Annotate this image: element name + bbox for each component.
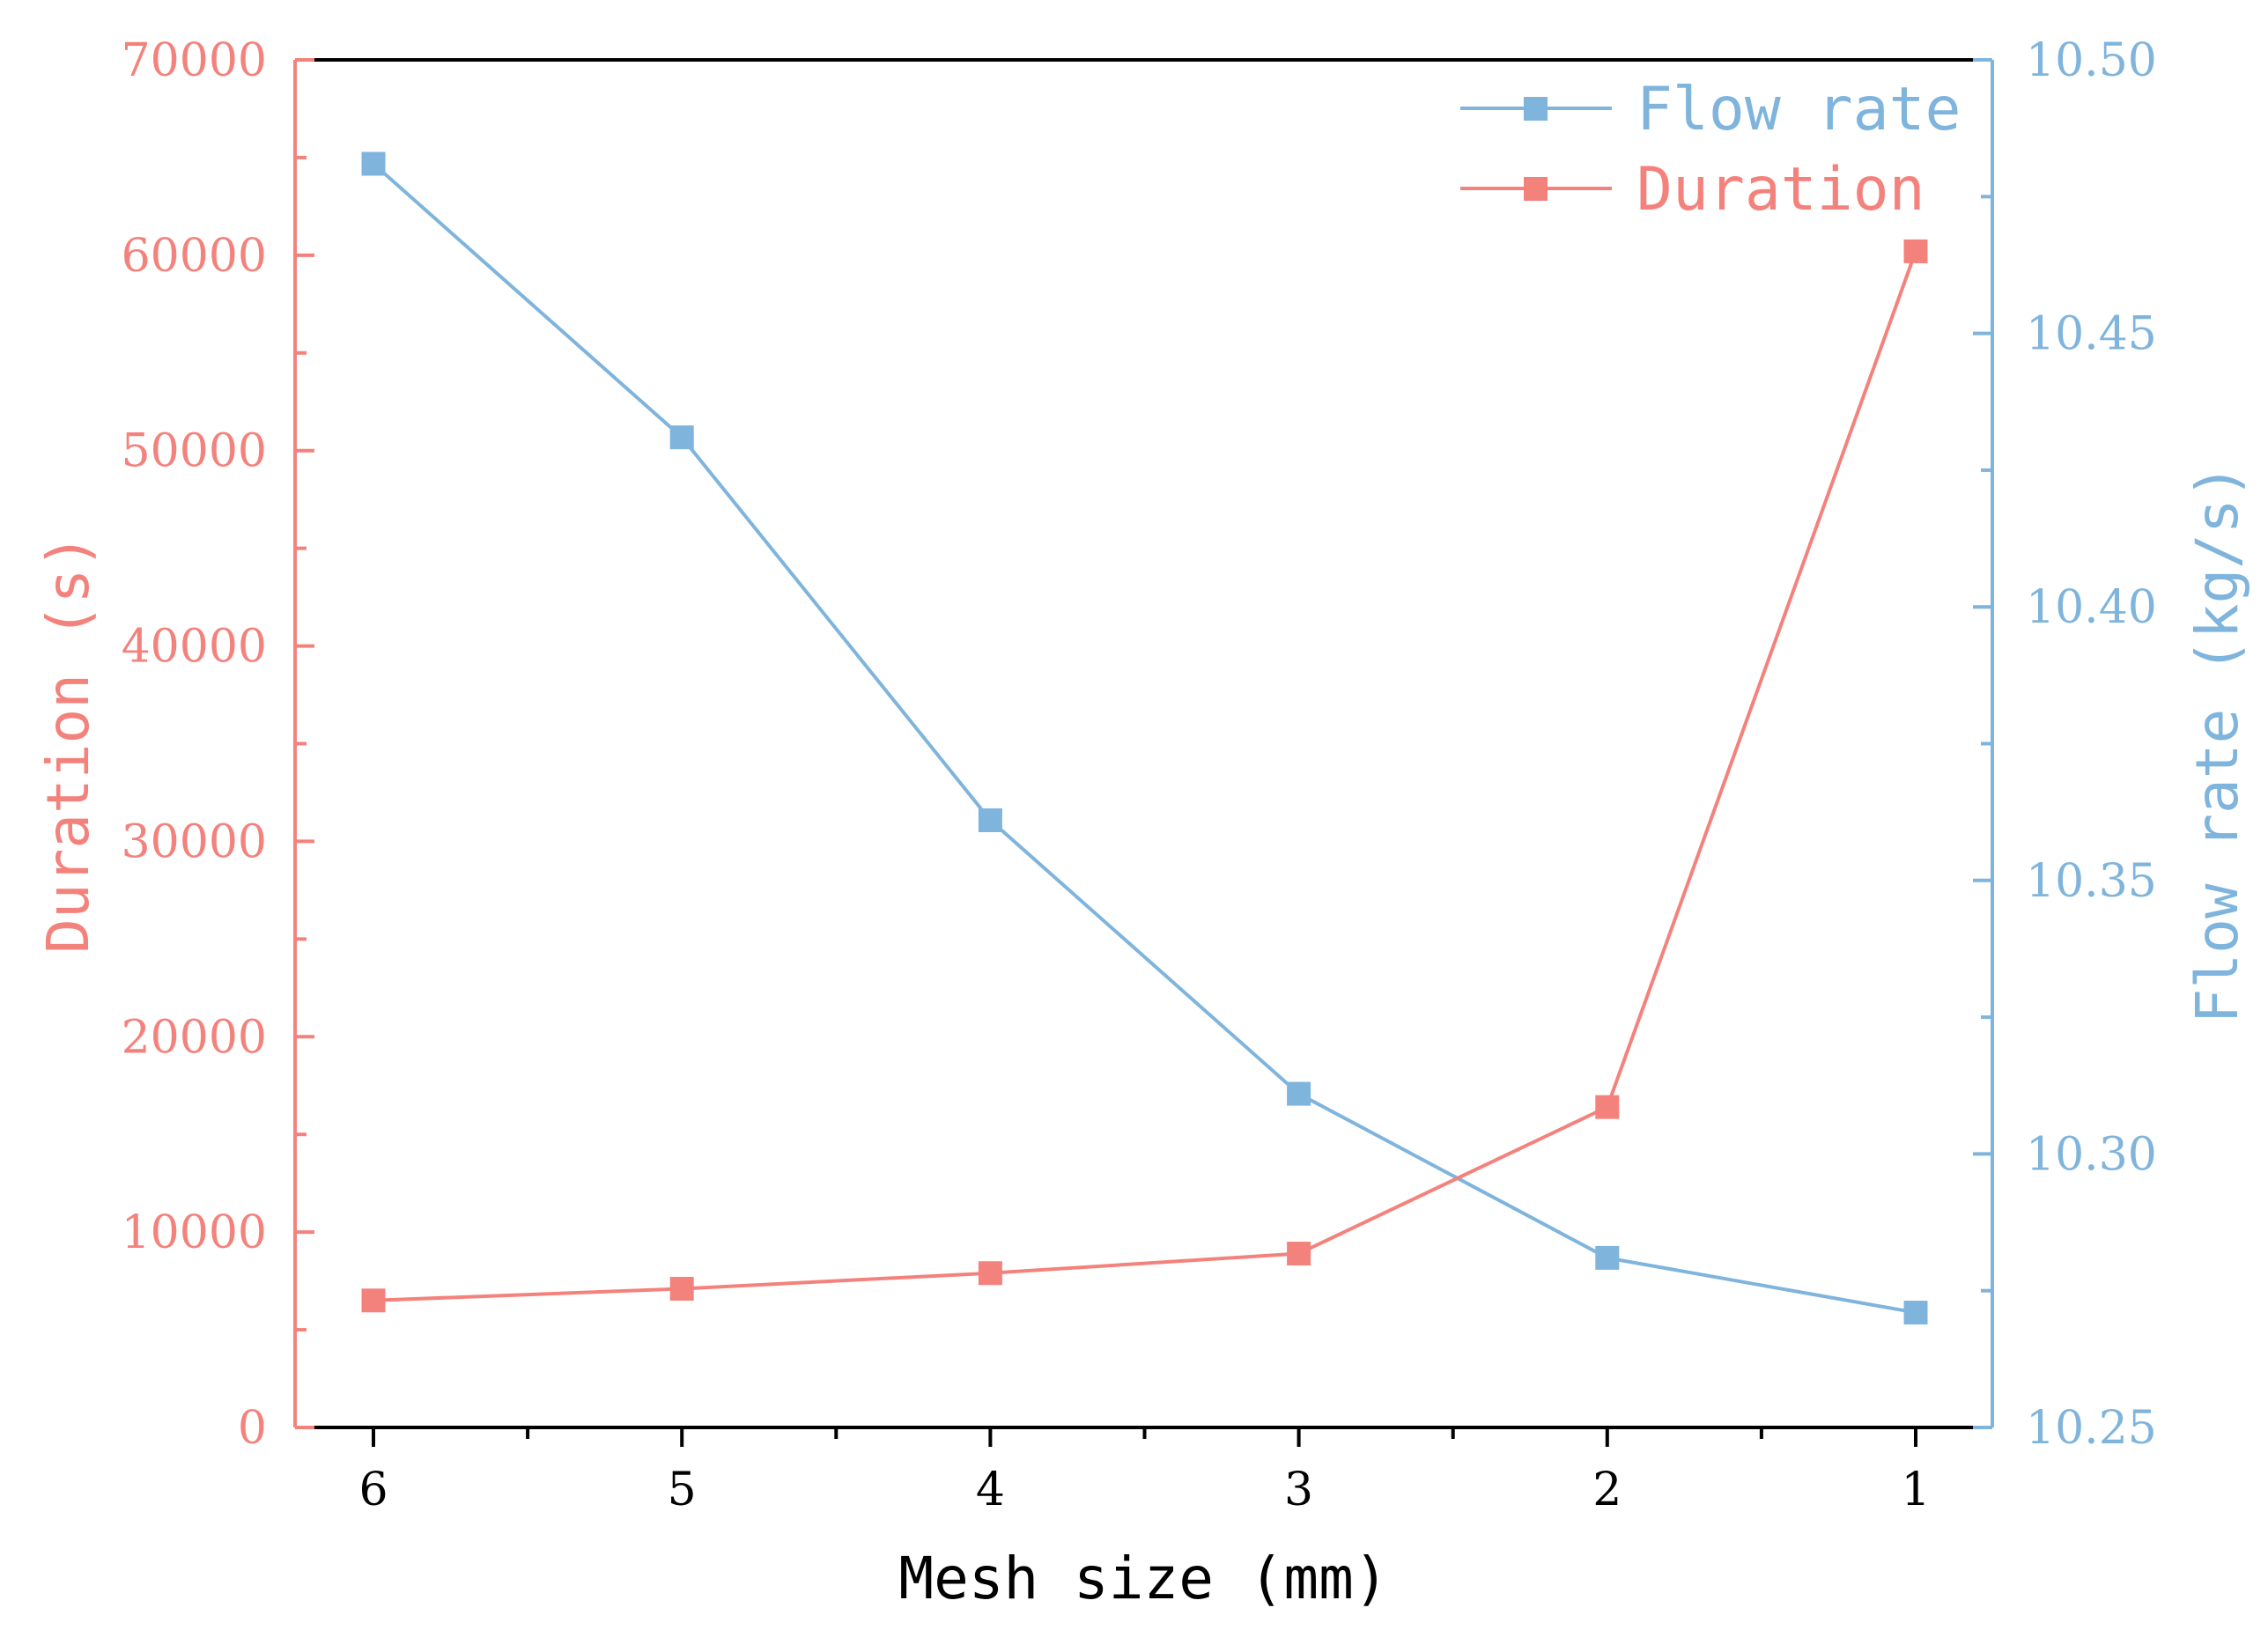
left-tick-label: 30000 <box>122 815 267 868</box>
x-tick-label: 3 <box>1284 1464 1313 1516</box>
duration-legend-marker <box>1524 177 1548 201</box>
flow-rate-point <box>978 808 1002 832</box>
left-tick-label: 60000 <box>122 230 267 283</box>
left-tick-label: 50000 <box>122 425 267 478</box>
x-tick-label: 5 <box>668 1464 697 1516</box>
flow-rate-point <box>1903 1301 1928 1325</box>
flow-rate-point <box>1287 1081 1311 1106</box>
left-tick-label: 0 <box>238 1402 267 1455</box>
right-axis-title: Flow rate (kg/s) <box>2183 464 2251 1024</box>
series-layer <box>361 151 1928 1325</box>
left-tick-label: 10000 <box>122 1206 267 1259</box>
x-tick-label: 6 <box>358 1464 388 1516</box>
x-axis-title: Mesh size (mm) <box>898 1545 1388 1612</box>
right-tick-label: 10.30 <box>2026 1128 2157 1181</box>
axes: 6 5 4 3 2 1 0 10000 20000 30000 40000 50000 60000 700… <box>122 34 2157 1516</box>
left-tick-label: 40000 <box>122 621 267 674</box>
right-tick-label: 10.25 <box>2026 1402 2157 1455</box>
flow-rate-point <box>1595 1245 1620 1270</box>
duration-legend-label: Duration <box>1636 155 1925 225</box>
flow-rate-point <box>669 425 694 450</box>
duration-line <box>373 250 1917 1302</box>
duration-point <box>669 1276 694 1301</box>
legend: Flow rate Duration <box>1460 75 1961 225</box>
duration-point <box>1287 1242 1311 1266</box>
left-tick-label: 70000 <box>122 34 267 87</box>
duration-point <box>978 1261 1002 1286</box>
flow-rate-legend-label: Flow rate <box>1636 75 1961 144</box>
flow-rate-point <box>361 151 386 176</box>
x-tick-label: 4 <box>976 1464 1005 1516</box>
left-tick-label: 20000 <box>122 1011 267 1064</box>
x-tick-label: 2 <box>1592 1464 1622 1516</box>
flow-rate-line <box>372 162 1917 1315</box>
right-tick-label: 10.50 <box>2026 34 2157 87</box>
flow-rate-legend-marker <box>1524 97 1548 121</box>
right-tick-label: 10.35 <box>2026 855 2157 908</box>
x-tick-label: 1 <box>1901 1464 1930 1516</box>
right-tick-label: 10.45 <box>2026 308 2157 361</box>
duration-point <box>1595 1095 1620 1119</box>
duration-point <box>361 1288 386 1313</box>
left-axis-title: Duration (s) <box>34 534 102 954</box>
duration-point <box>1903 239 1928 263</box>
right-tick-label: 10.40 <box>2026 581 2157 634</box>
